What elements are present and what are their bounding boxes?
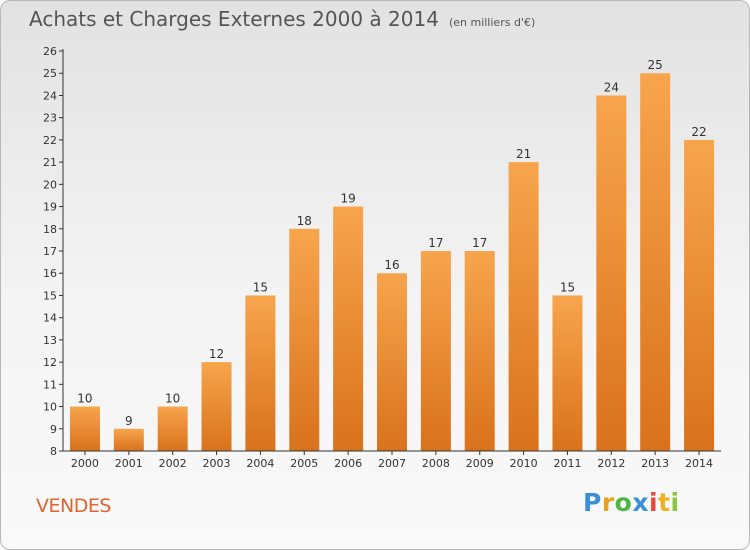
proxiti-logo[interactable]: Proxiti: [583, 488, 680, 517]
logo-letter: t: [658, 488, 671, 517]
data-label: 21: [516, 147, 531, 161]
title-text: Achats et Charges Externes 2000 à 2014: [29, 7, 439, 31]
bar-2014: [684, 139, 715, 451]
bar-2000: [69, 406, 100, 451]
y-tick-label: 18: [43, 223, 57, 236]
bar-2002: [157, 406, 188, 451]
y-tick-label: 25: [43, 67, 57, 80]
y-tick-label: 21: [43, 156, 57, 169]
chart-title: Achats et Charges Externes 2000 à 2014 (e…: [29, 7, 535, 31]
logo-letter: x: [632, 488, 649, 517]
x-tick-label: 2009: [466, 457, 494, 470]
x-tick-label: 2003: [203, 457, 231, 470]
data-label: 9: [125, 414, 133, 428]
bar-2013: [640, 73, 671, 451]
y-tick-label: 20: [43, 178, 57, 191]
data-label: 19: [340, 192, 355, 206]
x-tick-label: 2011: [553, 457, 581, 470]
x-tick-label: 2012: [597, 457, 625, 470]
bar-2010: [508, 162, 539, 451]
logo-letter: i: [670, 488, 680, 517]
y-tick-label: 8: [50, 445, 57, 458]
x-tick-label: 2004: [246, 457, 274, 470]
x-tick-label: 2006: [334, 457, 362, 470]
logo-letter: P: [583, 488, 602, 517]
data-label: 25: [648, 58, 663, 72]
bar-2012: [596, 95, 627, 451]
chart-subtitle: (en milliers d'€): [448, 16, 536, 29]
x-tick-label: 2008: [422, 457, 450, 470]
y-tick-label: 11: [43, 378, 57, 391]
data-label: 16: [384, 258, 399, 272]
x-tick-label: 2005: [290, 457, 318, 470]
place-name: VENDES: [36, 495, 111, 517]
bars-group: 10 9 10 12 15 18 19 16 17 17 21 15 24 25 22: [69, 58, 715, 451]
bar-2011: [552, 295, 583, 451]
data-label: 24: [604, 80, 619, 94]
data-label: 18: [297, 214, 312, 228]
y-tick-label: 24: [43, 89, 57, 102]
x-tick-label: 2013: [641, 457, 669, 470]
data-label: 22: [691, 125, 706, 139]
bar-2003: [201, 362, 232, 451]
data-label: 10: [165, 392, 180, 406]
x-tick-label: 2010: [510, 457, 538, 470]
data-label: 15: [253, 280, 268, 294]
y-tick-label: 16: [43, 267, 57, 280]
bar-2005: [289, 228, 320, 451]
x-tick-label: 2000: [71, 457, 99, 470]
y-tick-label: 22: [43, 134, 57, 147]
data-label: 15: [560, 280, 575, 294]
y-tick-label: 9: [50, 423, 57, 436]
logo-letter: i: [649, 488, 659, 517]
bar-2004: [245, 295, 276, 451]
axes-group: 2000 2001 2002 2003 2004 2005 2006 2007 2008 2009…: [43, 45, 721, 470]
bar-2009: [464, 251, 495, 451]
x-tick-label: 2002: [159, 457, 187, 470]
y-tick-label: 17: [43, 245, 57, 258]
x-tick-label: 2007: [378, 457, 406, 470]
y-tick-label: 19: [43, 201, 57, 214]
logo-letter: o: [614, 488, 633, 517]
data-label: 12: [209, 347, 224, 361]
bar-2001: [113, 428, 144, 451]
y-tick-label: 14: [43, 312, 57, 325]
bar-2006: [333, 206, 364, 451]
x-tick-label: 2001: [115, 457, 143, 470]
y-tick-label: 13: [43, 334, 57, 347]
x-tick-label: 2014: [685, 457, 713, 470]
y-tick-label: 10: [43, 401, 57, 414]
data-label: 10: [77, 392, 92, 406]
y-tick-label: 12: [43, 356, 57, 369]
y-tick-label: 23: [43, 112, 57, 125]
data-label: 17: [428, 236, 443, 250]
logo-letter: r: [601, 488, 615, 517]
y-tick-label: 26: [43, 45, 57, 58]
y-tick-label: 15: [43, 289, 57, 302]
bar-2008: [420, 251, 451, 451]
bar-2007: [377, 273, 407, 451]
data-label: 17: [472, 236, 487, 250]
